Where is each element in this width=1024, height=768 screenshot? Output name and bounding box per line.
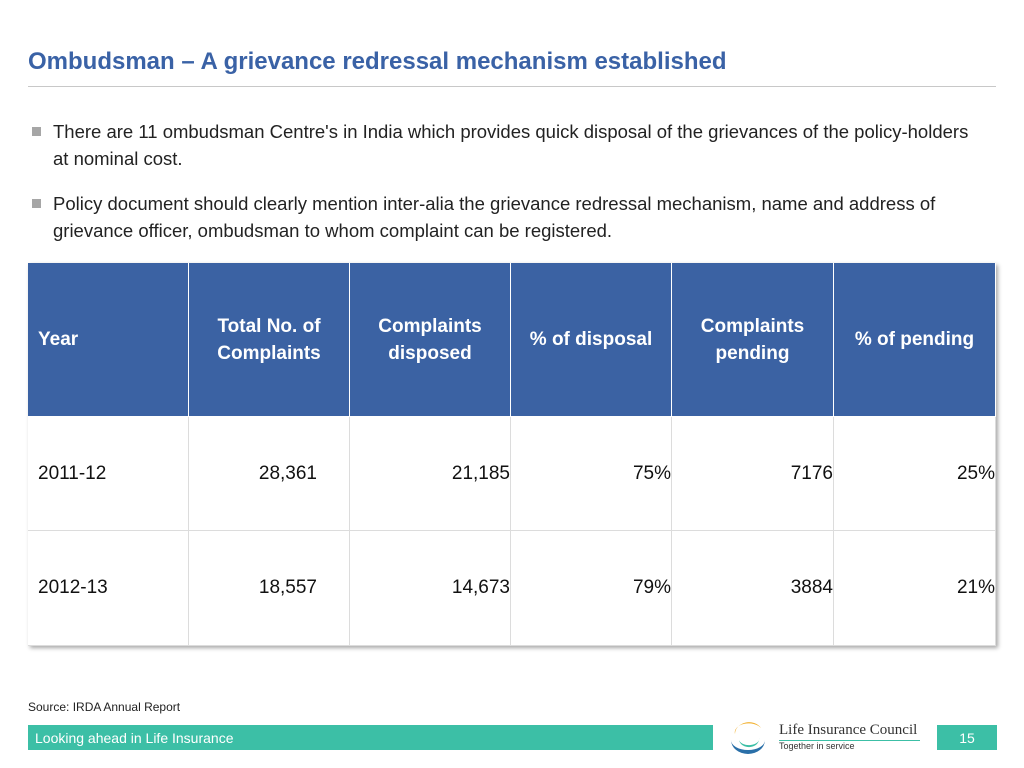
table-cell: 18,557	[189, 531, 350, 646]
table-cell: 75%	[511, 417, 672, 531]
title-rule	[28, 86, 996, 87]
slide-title: Ombudsman – A grievance redressal mechan…	[28, 48, 727, 75]
logo-motto: Together in service	[779, 741, 855, 751]
column-header: Year	[28, 263, 189, 417]
table-cell: 79%	[511, 531, 672, 646]
column-header: % of pending	[834, 263, 996, 417]
table-cell: 3884	[672, 531, 834, 646]
footer-bar	[28, 725, 713, 750]
table-cell: 25%	[834, 417, 996, 531]
bullet-text: There are 11 ombudsman Centre's in India…	[53, 121, 969, 169]
source-note: Source: IRDA Annual Report	[28, 700, 181, 714]
bullet-text: Policy document should clearly mention i…	[53, 193, 936, 241]
bullet-marker	[32, 199, 41, 208]
table-cell: 2011-12	[28, 417, 189, 531]
data-table: Year Total No. of Complaints Complaints di…	[28, 263, 996, 646]
column-header: Total No. of Complaints	[189, 263, 350, 417]
table-cell: 2012-13	[28, 531, 189, 646]
column-header: Complaints disposed	[350, 263, 511, 417]
bullet-marker	[32, 127, 41, 136]
logo-icon	[731, 722, 765, 754]
logo-name: Life Insurance Council	[779, 722, 918, 738]
page-number: 15	[937, 725, 997, 750]
table-cell: 7176	[672, 417, 834, 531]
table-cell: 14,673	[350, 531, 511, 646]
table-cell: 21,185	[350, 417, 511, 531]
logo-rule	[779, 740, 920, 741]
table-cell: 21%	[834, 531, 996, 646]
table-cell: 28,361	[189, 417, 350, 531]
column-header: Complaints pending	[672, 263, 834, 417]
footer-tagline: Looking ahead in Life Insurance	[35, 730, 234, 746]
column-header: % of disposal	[511, 263, 672, 417]
